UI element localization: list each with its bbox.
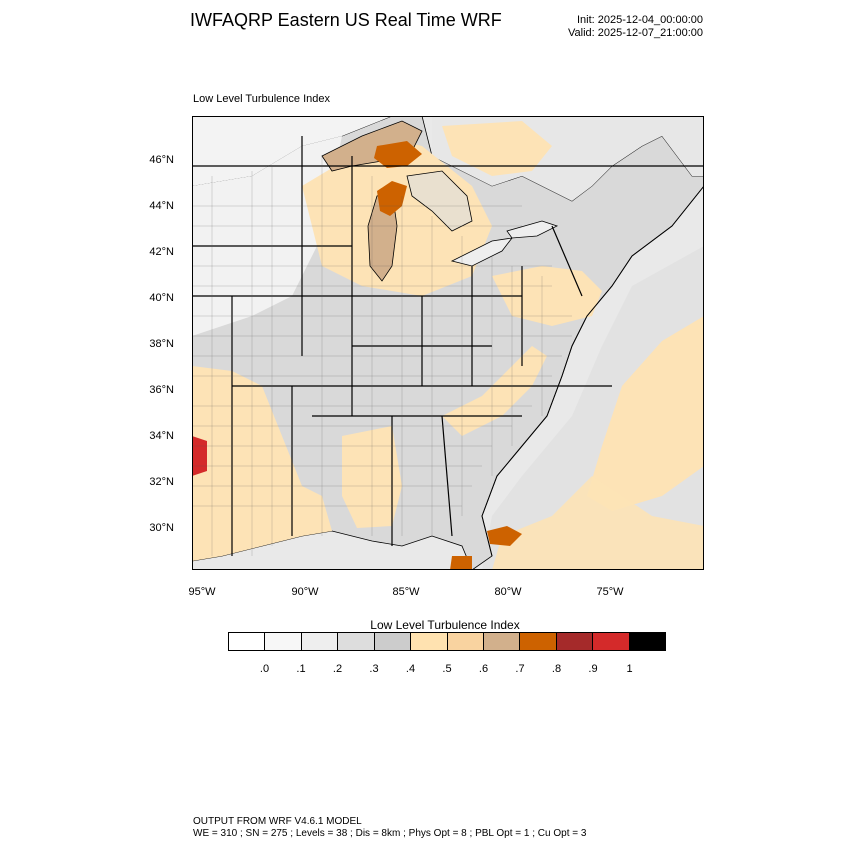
colorbar-title: Low Level Turbulence Index <box>370 618 520 632</box>
colorbar-box <box>338 633 375 650</box>
lat-label-46n: 46°N <box>149 154 174 166</box>
lat-label-38n: 38°N <box>149 338 174 350</box>
colorbar-tick-label: .7 <box>515 663 525 675</box>
colorbar-tick-label: .6 <box>478 663 489 675</box>
colorbar-box <box>593 633 630 650</box>
colorbar-tick-label: 1 <box>626 663 633 675</box>
colorbar-tick-label: .8 <box>551 663 562 675</box>
ocean-turbulence-zone <box>587 316 704 511</box>
footer-model-line: OUTPUT FROM WRF V4.6.1 MODEL <box>193 816 362 827</box>
ocean-turbulence-zone-2 <box>492 476 704 570</box>
run-times: Init: 2025-12-04_00:00:00 Valid: 2025-12… <box>520 14 703 40</box>
colorbar-box <box>265 633 302 650</box>
lon-label-95w: 95°W <box>188 586 216 598</box>
lat-label-34n: 34°N <box>149 430 174 442</box>
southwest-turbulence <box>192 366 332 561</box>
colorbar <box>228 632 666 651</box>
lat-label-40n: 40°N <box>149 292 174 304</box>
colorbar-tick-label: .9 <box>588 663 598 675</box>
colorbar-box <box>301 633 339 650</box>
northeast-turbulence <box>492 266 602 326</box>
lon-label-75w: 75°W <box>596 586 624 598</box>
colorbar-tick-label: .1 <box>296 663 306 675</box>
lon-label-85w: 85°W <box>392 586 420 598</box>
lon-label-90w: 90°W <box>291 586 319 598</box>
lat-label-32n: 32°N <box>149 476 174 488</box>
colorbar-tick-label: .2 <box>332 663 343 675</box>
atlantic-coastline <box>481 185 704 557</box>
page-title: IWFAQRP Eastern US Real Time WRF <box>190 10 502 30</box>
colorbar-box <box>520 633 557 650</box>
colorbar-tick-label: .5 <box>442 663 452 675</box>
colorbar-box <box>483 633 521 650</box>
lake-ontario <box>506 220 559 239</box>
canada-turbulence <box>442 121 552 176</box>
canada-land <box>192 116 392 186</box>
colorbar-tick-label: .0 <box>259 663 270 675</box>
lat-label-44n: 44°N <box>149 200 174 212</box>
texas-red <box>192 436 207 476</box>
colorbar-box <box>374 633 412 650</box>
colorbar-box <box>411 633 448 650</box>
colorbar-box <box>556 633 594 650</box>
turbulence-map <box>192 116 704 570</box>
high-turbulence-spot-4 <box>450 556 472 570</box>
lat-label-30n: 30°N <box>149 522 174 534</box>
model-footer: OUTPUT FROM WRF V4.6.1 MODEL WE = 310 ; … <box>193 816 586 840</box>
lon-label-80w: 80°W <box>494 586 522 598</box>
high-turbulence-spot-2 <box>377 181 407 216</box>
county-lines <box>192 156 572 556</box>
appalachian-turbulence <box>442 346 547 436</box>
colorbar-box <box>229 633 266 650</box>
lake-erie <box>450 237 513 267</box>
lat-label-36n: 36°N <box>149 384 174 396</box>
colorbar-box <box>629 633 666 650</box>
high-turbulence-spot-1 <box>374 141 422 168</box>
map-frame <box>192 116 704 570</box>
plot-label: Low Level Turbulence Index <box>193 93 330 105</box>
lat-label-42n: 42°N <box>149 246 174 258</box>
init-time: Init: 2025-12-04_00:00:00 <box>577 14 703 26</box>
colorbar-tick-label: .4 <box>405 663 416 675</box>
colorbar-tick-label: .3 <box>369 663 379 675</box>
high-turbulence-spot-3 <box>487 526 522 546</box>
footer-config-line: WE = 310 ; SN = 275 ; Levels = 38 ; Dis … <box>193 828 587 839</box>
colorbar-box <box>447 633 484 650</box>
valid-time: Valid: 2025-12-07_21:00:00 <box>568 27 703 39</box>
